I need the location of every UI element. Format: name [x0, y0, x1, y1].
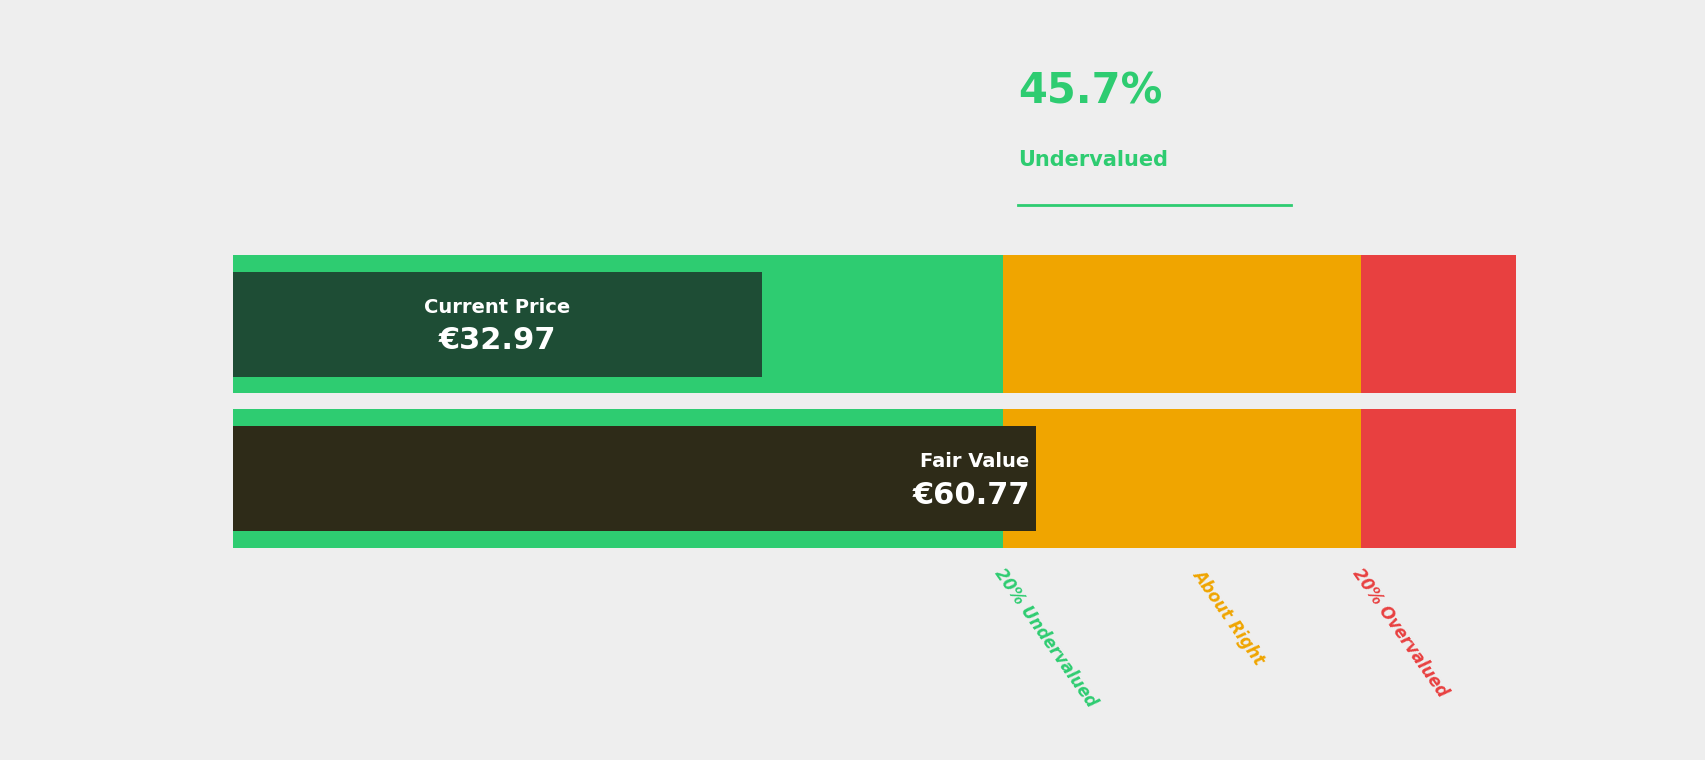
Bar	[1200, 410, 1361, 548]
Text: 20% Undervalued: 20% Undervalued	[991, 565, 1100, 711]
Bar	[234, 271, 762, 377]
Text: Current Price: Current Price	[425, 298, 569, 317]
Bar	[1361, 410, 1514, 548]
Text: €32.97: €32.97	[438, 326, 556, 355]
Bar	[234, 426, 1035, 531]
Bar	[1200, 255, 1361, 394]
Text: 20% Overvalued: 20% Overvalued	[1349, 565, 1451, 701]
Bar	[234, 410, 1003, 548]
Bar	[1003, 255, 1200, 394]
Text: About Right: About Right	[1188, 565, 1267, 667]
Bar	[234, 255, 1003, 394]
Text: 45.7%: 45.7%	[1018, 70, 1163, 112]
Bar	[1361, 255, 1514, 394]
Text: Undervalued: Undervalued	[1018, 150, 1168, 169]
Bar	[1003, 410, 1200, 548]
Text: Fair Value: Fair Value	[921, 452, 1030, 471]
Text: €60.77: €60.77	[912, 480, 1030, 510]
